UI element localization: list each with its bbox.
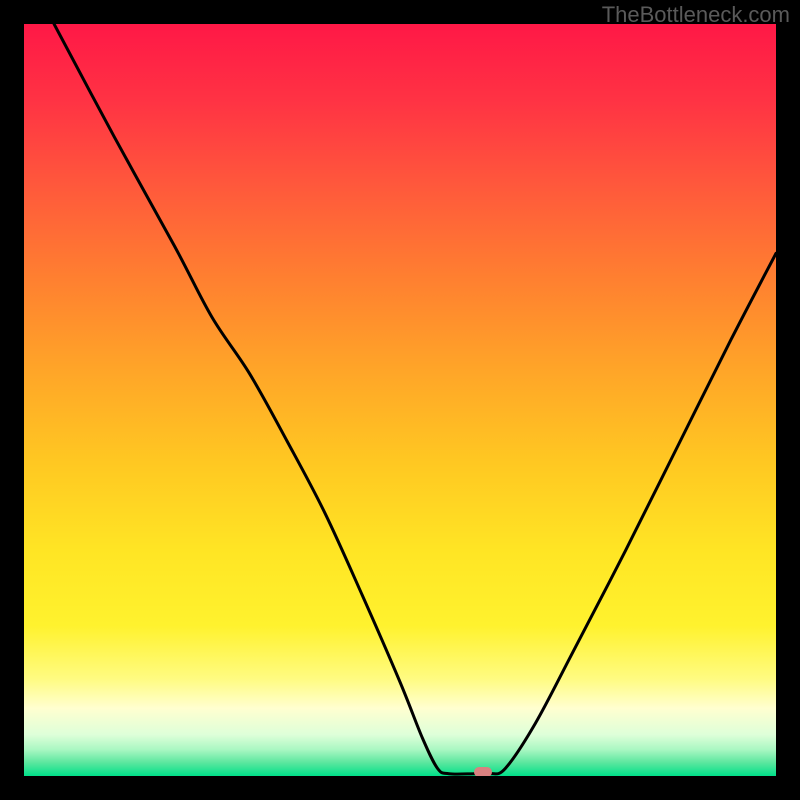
chart-curve xyxy=(24,24,776,776)
bottleneck-marker xyxy=(474,767,492,776)
bottleneck-chart xyxy=(24,24,776,776)
watermark-text: TheBottleneck.com xyxy=(602,2,790,28)
